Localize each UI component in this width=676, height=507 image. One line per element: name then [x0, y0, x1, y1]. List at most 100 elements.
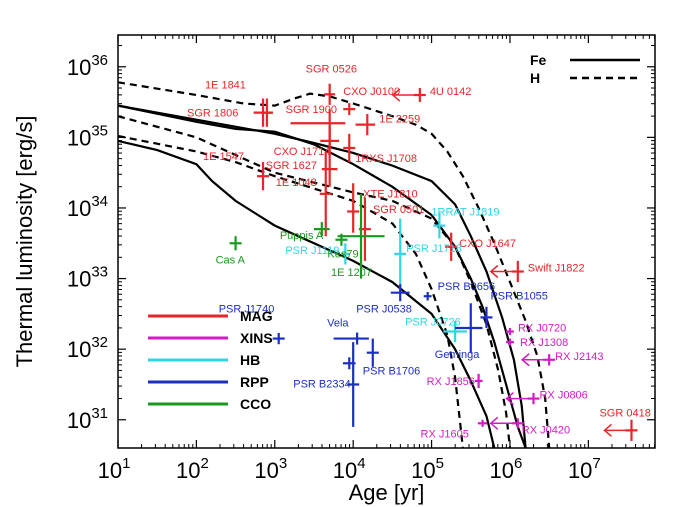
source-mag: CXO J1647: [445, 232, 516, 261]
x-tick-label: 106: [490, 455, 523, 483]
source-label: RX J1308: [520, 337, 568, 349]
cooling-curve-dashed: [118, 81, 551, 448]
arrow-head: [489, 264, 499, 279]
source-cco: Puppis A: [280, 222, 330, 242]
plot-frame: [117, 34, 656, 449]
y-tick-label: 1033: [67, 264, 108, 292]
source-label: Swift J1822: [528, 263, 585, 275]
cooling-curve-solid: [118, 104, 527, 448]
legend-label-hb: HB: [240, 352, 260, 368]
source-label: 1E 1547: [203, 151, 244, 163]
source-hb: 1RRAT J1819: [431, 207, 499, 239]
source-hb: PSR J1119: [285, 243, 350, 265]
source-label: 1E 1048: [276, 177, 317, 189]
source-label: RX J1856: [427, 376, 475, 388]
source-mag: Swift J1822: [489, 260, 585, 283]
source-label: SGR 0418: [599, 407, 650, 419]
cooling-curve-dashed: [118, 115, 512, 448]
legend-label-rpp: RPP: [240, 374, 269, 390]
source-mag: SGR 0526: [306, 63, 357, 105]
x-tick-label: 105: [411, 455, 444, 483]
model-curves: [118, 81, 551, 448]
source-label: PSR B1055: [490, 290, 547, 302]
source-label: Kes79: [327, 249, 358, 261]
source-label: PSR B2334: [293, 378, 350, 390]
source-rpp: Vela: [327, 318, 369, 345]
source-label: Puppis A: [280, 230, 324, 242]
source-label: SGR 1806: [187, 108, 238, 120]
source-label: Geminga: [435, 349, 481, 361]
source-label: RX J1605: [421, 428, 469, 440]
source-mag: SGR 0418: [599, 407, 651, 441]
source-rpp: PSR J1740: [219, 304, 285, 345]
y-tick-label: 1036: [67, 52, 108, 80]
source-cco: 1E 1207: [331, 193, 385, 279]
source-xins: RX J1605: [421, 419, 488, 440]
source-label: 1RXS J1708: [355, 153, 417, 165]
arrow-head: [489, 416, 499, 430]
curve-legend-label-fe: Fe: [530, 52, 547, 68]
cooling-curve-solid: [118, 104, 527, 448]
source-label: CXO J0100: [343, 86, 400, 98]
source-rpp: Geminga: [435, 303, 483, 361]
x-tick-label: 104: [333, 455, 366, 483]
cooling-curve-dashed: [118, 134, 464, 448]
source-label: CXO J1647: [459, 238, 516, 250]
legend: MAG XINS HB RPP CCO: [148, 308, 273, 412]
source-label: RX J0806: [539, 390, 587, 402]
source-mag: 4U 0142: [391, 86, 471, 103]
x-tick-label: 107: [568, 455, 601, 483]
source-label: RX J0420: [522, 424, 570, 436]
x-tick-label: 102: [176, 455, 209, 483]
source-hb: PSR J1718: [394, 218, 462, 290]
source-label: SGR 0501: [373, 204, 424, 216]
source-label: PSR J0538: [356, 304, 412, 316]
arrow-head: [603, 423, 612, 437]
source-xins: RX J1308: [506, 337, 568, 349]
source-cco: Cas A: [216, 236, 246, 266]
source-mag: XTE J1810: [347, 183, 418, 233]
legend-label-mag: MAG: [240, 308, 273, 324]
source-label: SGR 0526: [306, 63, 357, 75]
arrow-head: [391, 88, 401, 102]
source-label: PSR B1706: [363, 366, 420, 378]
source-hb: PSR J0726: [405, 317, 467, 343]
source-rpp: PSR B0656: [423, 281, 495, 301]
source-label: SGR 1900: [286, 104, 337, 116]
source-label: XTE J1810: [363, 188, 417, 200]
axis-ticks: 101 102 103 104 105 106 107 1031 1032 1033 1034 103…: [67, 35, 656, 483]
y-tick-label: 1034: [67, 193, 108, 221]
source-label: 1E 1841: [205, 80, 246, 92]
y-tick-label: 1035: [67, 122, 108, 150]
source-label: PSR J1718: [406, 243, 462, 255]
arrow-head: [505, 392, 514, 406]
source-label: 1E 1207: [331, 267, 372, 279]
source-label: PSR J1119: [285, 245, 339, 257]
source-label: Vela: [327, 318, 349, 330]
curve-legend-label-h: H: [530, 70, 540, 86]
source-rpp: PSR B2334: [293, 357, 356, 390]
source-xins: RX J0806: [505, 390, 588, 406]
source-mag: 1E 1547: [203, 151, 270, 191]
legend-label-xins: XINS: [240, 330, 273, 346]
source-mag: 1E 1048: [276, 151, 332, 237]
source-label: RX J0720: [518, 323, 566, 335]
source-label: SGR 1627: [266, 160, 317, 172]
y-axis-label: Thermal luminosity [erg/s]: [12, 116, 37, 368]
x-tick-label: 103: [254, 455, 287, 483]
source-xins: RX J1856: [427, 373, 483, 388]
source-label: 1E 2259: [379, 114, 420, 126]
legend-curves: Fe H: [530, 52, 640, 86]
data-points: SGR 0526 1E 1841 CXO J0100 4U 0142 SGR 1806 S…: [187, 63, 651, 441]
source-cco: Kes79: [327, 233, 359, 261]
cooling-curve-solid: [118, 139, 496, 448]
source-xins: RX J0420: [489, 416, 570, 436]
source-mag: CXO J0100: [343, 86, 400, 116]
source-rpp: [347, 342, 360, 427]
source-label: 1RRAT J1819: [431, 207, 499, 219]
source-rpp: PSR B1055: [480, 290, 548, 328]
source-label: PSR J0726: [405, 317, 461, 329]
source-mag: CXO J1714: [274, 126, 340, 158]
y-tick-label: 1032: [67, 334, 108, 362]
